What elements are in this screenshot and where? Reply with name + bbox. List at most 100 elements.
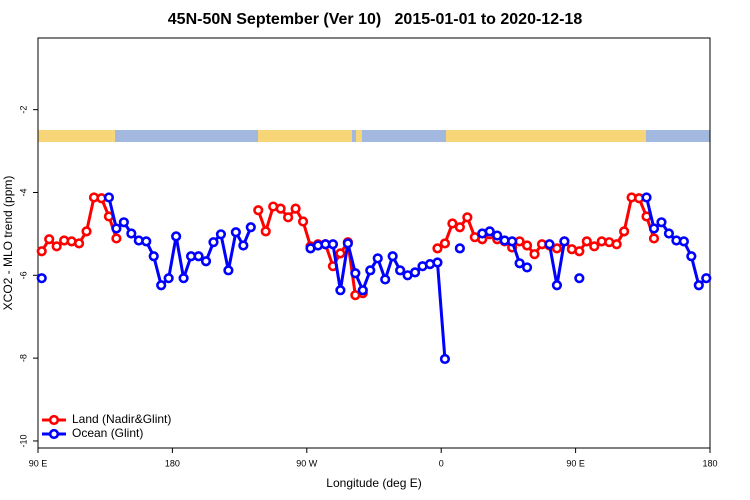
data-point <box>290 203 301 214</box>
chart-title: 45N-50N September (Ver 10) 2015-01-01 to… <box>168 11 583 28</box>
land-band <box>356 130 362 142</box>
data-point <box>156 280 167 291</box>
data-point <box>686 251 697 262</box>
x-tick-label: 90 W <box>296 458 318 468</box>
data-point <box>223 265 234 276</box>
data-point <box>447 218 458 229</box>
data-point <box>44 234 55 245</box>
land-band <box>38 130 115 142</box>
data-point <box>492 230 503 241</box>
data-point <box>574 246 585 257</box>
data-point <box>678 236 689 247</box>
data-point <box>36 273 47 284</box>
data-point <box>551 243 563 254</box>
data-point <box>118 217 129 228</box>
data-point <box>335 285 346 296</box>
data-point <box>551 280 563 291</box>
data-point <box>342 238 353 249</box>
data-point <box>574 273 585 284</box>
data-point <box>73 238 85 249</box>
data-point <box>275 203 286 214</box>
data-point <box>327 239 339 250</box>
legend: Land (Nadir&Glint)Ocean (Glint) <box>42 412 171 440</box>
y-tick-label: -4 <box>18 188 28 196</box>
data-point <box>208 237 219 248</box>
y-tick-label: -10 <box>18 434 28 447</box>
data-point <box>641 192 652 203</box>
data-point <box>380 274 391 285</box>
data-point <box>663 228 675 239</box>
data-point <box>611 239 622 250</box>
data-point <box>507 236 518 247</box>
series <box>36 192 712 365</box>
y-tick-label: -6 <box>18 271 28 279</box>
map-strip <box>38 130 710 142</box>
land-band <box>446 130 646 142</box>
data-point <box>148 251 159 262</box>
data-point <box>656 217 667 228</box>
data-point <box>409 267 421 278</box>
data-point <box>589 241 600 252</box>
x-tick-label: 90 E <box>566 458 585 468</box>
data-point <box>238 240 249 251</box>
data-point <box>559 236 570 247</box>
data-point <box>283 212 294 223</box>
data-point <box>126 228 137 239</box>
data-point <box>350 268 361 279</box>
data-point <box>648 223 660 234</box>
data-point <box>36 246 47 257</box>
data-point <box>357 285 368 296</box>
data-point <box>439 238 451 249</box>
data-point <box>141 236 152 247</box>
data-point <box>297 216 309 227</box>
x-tick-label: 180 <box>165 458 180 468</box>
data-point <box>521 240 533 251</box>
y-axis-label: XCO2 - MLO trend (ppm) <box>1 176 15 311</box>
data-point <box>200 256 212 267</box>
land-band <box>258 130 352 142</box>
data-point <box>439 353 451 365</box>
y-tick-label: -2 <box>18 106 28 114</box>
legend-marker <box>48 428 60 440</box>
data-point <box>432 257 443 268</box>
x-tick-label: 0 <box>439 458 444 468</box>
data-point <box>529 249 540 260</box>
plot-frame <box>37 37 711 449</box>
data-point <box>215 229 227 240</box>
data-point <box>111 223 122 234</box>
data-point <box>432 243 443 254</box>
data-point <box>484 226 495 237</box>
data-point <box>103 192 115 203</box>
data-point <box>454 243 465 254</box>
data-point <box>395 265 406 276</box>
data-point <box>193 251 204 262</box>
data-point <box>372 253 383 264</box>
data-point <box>81 226 92 237</box>
data-point <box>387 251 398 262</box>
x-tick-label: 180 <box>702 458 717 468</box>
data-point <box>178 273 189 284</box>
data-point <box>581 236 592 247</box>
data-point <box>111 233 122 244</box>
data-point <box>260 226 271 237</box>
legend-marker <box>48 414 60 426</box>
data-point <box>230 227 241 238</box>
data-point <box>163 273 174 284</box>
x-tick-label: 90 E <box>29 458 48 468</box>
data-point <box>648 233 660 244</box>
data-point <box>701 273 712 284</box>
data-point <box>462 212 473 223</box>
data-point <box>521 262 533 273</box>
y-tick-label: -8 <box>18 354 28 362</box>
data-point <box>693 280 704 291</box>
data-point <box>365 265 376 276</box>
x-axis-label: Longitude (deg E) <box>326 476 421 490</box>
legend-label: Land (Nadir&Glint) <box>72 412 171 426</box>
data-point <box>335 248 346 259</box>
data-point <box>245 222 256 233</box>
data-point <box>619 226 630 237</box>
data-point <box>253 205 264 216</box>
data-point <box>544 239 555 250</box>
